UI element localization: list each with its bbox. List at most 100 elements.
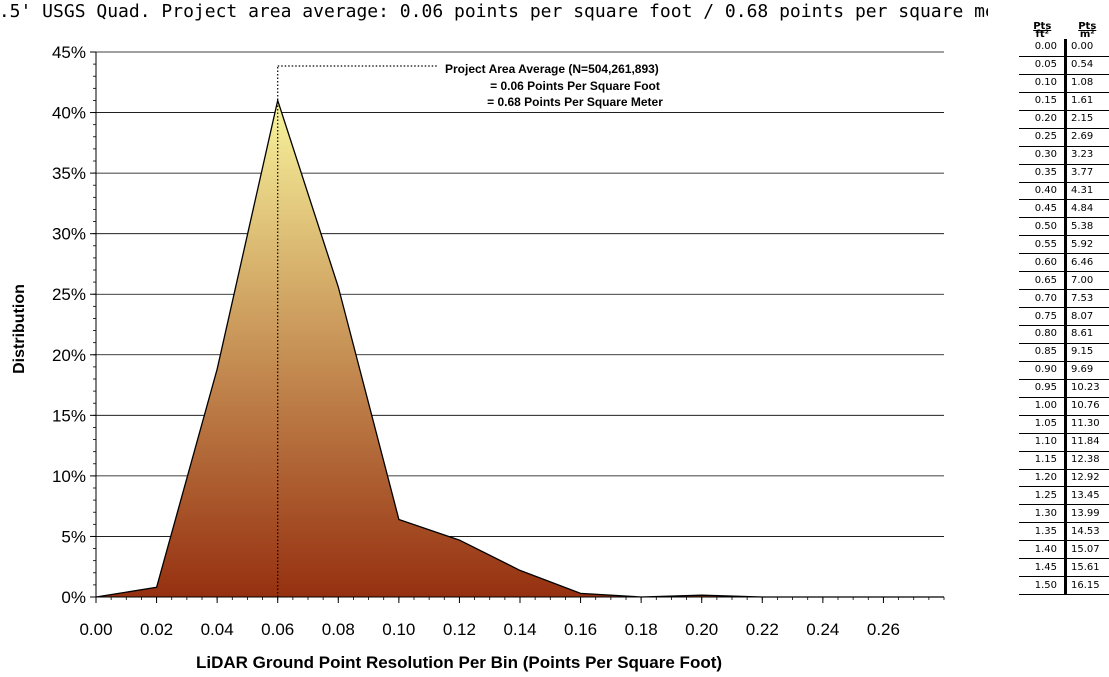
table-row: 0.70 7.53 bbox=[1019, 289, 1109, 309]
pts-per-ft2-cell: 0.40 bbox=[1019, 182, 1066, 201]
table-row: 0.10 1.08 bbox=[1019, 74, 1109, 93]
table-row: 0.25 2.69 bbox=[1019, 128, 1109, 147]
pts-per-ft2-cell: 1.10 bbox=[1019, 433, 1066, 452]
pts-per-m2-cell: 13.45 bbox=[1064, 486, 1109, 506]
pts-per-m2-cell: 9.15 bbox=[1064, 343, 1109, 362]
table-row: 0.00 0.00 bbox=[1019, 39, 1109, 57]
gridlines bbox=[96, 51, 944, 537]
table-row: 0.95 10.23 bbox=[1019, 379, 1109, 398]
pts-per-m2-cell: 4.84 bbox=[1064, 199, 1109, 219]
y-tick-label: 5% bbox=[61, 527, 86, 546]
table-row: 1.10 11.84 bbox=[1019, 433, 1109, 452]
pts-per-ft2-cell: 0.95 bbox=[1019, 379, 1066, 398]
y-tick-label: 25% bbox=[52, 285, 86, 304]
x-tick-label: 0.02 bbox=[140, 620, 173, 639]
table-row: 0.20 2.15 bbox=[1019, 110, 1109, 129]
pts-per-ft2-cell: 1.15 bbox=[1019, 451, 1066, 470]
pts-per-m2-cell: 15.61 bbox=[1064, 558, 1109, 578]
header-ft-line2: ft² bbox=[1035, 29, 1049, 40]
average-annotation: Project Area Average (N=504,261,893) = 0.… bbox=[277, 62, 663, 597]
distribution-chart: 0% 5% 10% 15% 20% 25% 30% 35% 40% 45% 0.00 0.02 0.04… bbox=[11, 43, 945, 672]
pts-per-m2-cell: 2.69 bbox=[1064, 128, 1109, 147]
pts-per-m2-cell: 11.30 bbox=[1064, 415, 1109, 434]
pts-per-m2-cell: 12.92 bbox=[1064, 469, 1109, 488]
x-tick-label: 0.06 bbox=[261, 620, 294, 639]
pts-per-m2-cell: 10.23 bbox=[1064, 379, 1109, 398]
pts-per-ft2-cell: 1.25 bbox=[1019, 486, 1066, 506]
x-tick-label: 0.18 bbox=[625, 620, 658, 639]
table-row: 1.40 15.07 bbox=[1019, 540, 1109, 560]
x-tick-label: 0.08 bbox=[322, 620, 355, 639]
header-ft-line1: Pts bbox=[1033, 21, 1052, 32]
pts-per-ft2-cell: 1.50 bbox=[1019, 576, 1066, 596]
pts-per-ft2-cell: 0.25 bbox=[1019, 128, 1066, 147]
pts-per-ft2-cell: 0.80 bbox=[1019, 325, 1066, 344]
x-tick-label: 0.26 bbox=[867, 620, 900, 639]
x-tick-label: 0.12 bbox=[443, 620, 476, 639]
table-row: 0.65 7.00 bbox=[1019, 271, 1109, 291]
pts-per-ft2-cell: 0.10 bbox=[1019, 74, 1066, 93]
x-axis-label: LiDAR Ground Point Resolution Per Bin (P… bbox=[196, 653, 722, 672]
pts-per-ft2-cell: 0.05 bbox=[1019, 56, 1066, 75]
header-m-line1: Pts bbox=[1078, 21, 1097, 32]
pts-per-ft2-cell: 0.45 bbox=[1019, 199, 1066, 219]
annotation-line: Project Area Average (N=504,261,893) bbox=[445, 62, 659, 76]
y-tick-label: 40% bbox=[52, 104, 86, 123]
table-row: 1.15 12.38 bbox=[1019, 451, 1109, 470]
table-row: 0.05 0.54 bbox=[1019, 56, 1109, 75]
pts-per-ft2-cell: 0.75 bbox=[1019, 307, 1066, 326]
pts-per-ft2-cell: 1.05 bbox=[1019, 415, 1066, 434]
y-tick-label: 35% bbox=[52, 164, 86, 183]
pts-per-m2-cell: 3.77 bbox=[1064, 164, 1109, 183]
table-row: 0.75 8.07 bbox=[1019, 307, 1109, 326]
y-tick-label: 10% bbox=[52, 467, 86, 486]
pts-per-ft2-cell: 0.35 bbox=[1019, 164, 1066, 183]
pts-per-m2-cell: 12.38 bbox=[1064, 451, 1109, 470]
pts-per-m2-cell: 11.84 bbox=[1064, 433, 1109, 452]
pts-per-ft2-cell: 1.45 bbox=[1019, 558, 1066, 578]
pts-per-ft2-cell: 0.85 bbox=[1019, 343, 1066, 362]
pts-per-ft2-cell: 0.30 bbox=[1019, 146, 1066, 165]
pts-per-m2-cell: 0.00 bbox=[1064, 39, 1109, 57]
table-row: 1.05 11.30 bbox=[1019, 415, 1109, 434]
pts-per-m2-cell: 14.53 bbox=[1064, 522, 1109, 542]
x-tick-label: 0.00 bbox=[79, 620, 112, 639]
pts-per-ft2-cell: 0.15 bbox=[1019, 92, 1066, 111]
annotation-line: = 0.68 Points Per Square Meter bbox=[487, 95, 663, 109]
table-row: 1.30 13.99 bbox=[1019, 504, 1109, 524]
header-m-line2: m² bbox=[1079, 29, 1095, 40]
pts-per-ft2-cell: 0.00 bbox=[1019, 39, 1066, 57]
conversion-table: Pts ft² Pts m² 0.00 0.00 0.05 0.54 0.10 1.08 0… bbox=[1019, 21, 1109, 596]
table-row: 1.25 13.45 bbox=[1019, 486, 1109, 506]
table-row: 1.35 14.53 bbox=[1019, 522, 1109, 542]
pts-per-ft2-cell: 0.70 bbox=[1019, 289, 1066, 309]
distribution-area bbox=[96, 100, 944, 598]
y-axis-label: Distribution bbox=[11, 284, 28, 374]
pts-per-m2-cell: 0.54 bbox=[1064, 56, 1109, 75]
table-row: 0.45 4.84 bbox=[1019, 199, 1109, 219]
table-header-ft: Pts ft² bbox=[1019, 21, 1066, 40]
x-tick-label: 0.20 bbox=[685, 620, 718, 639]
table-row: 0.55 5.92 bbox=[1019, 235, 1109, 255]
table-row: 0.30 3.23 bbox=[1019, 146, 1109, 165]
pts-per-m2-cell: 5.92 bbox=[1064, 235, 1109, 255]
pts-per-m2-cell: 13.99 bbox=[1064, 504, 1109, 524]
chart-caption: 7.5' USGS Quad. Project area average: 0.… bbox=[0, 1, 988, 22]
pts-per-m2-cell: 7.00 bbox=[1064, 271, 1109, 291]
table-row: 0.15 1.61 bbox=[1019, 92, 1109, 111]
pts-per-m2-cell: 10.76 bbox=[1064, 397, 1109, 416]
pts-per-m2-cell: 8.61 bbox=[1064, 325, 1109, 344]
table-row: 0.80 8.61 bbox=[1019, 325, 1109, 344]
pts-per-m2-cell: 3.23 bbox=[1064, 146, 1109, 165]
table-row: 1.00 10.76 bbox=[1019, 397, 1109, 416]
pts-per-m2-cell: 16.15 bbox=[1064, 576, 1109, 596]
pts-per-m2-cell: 4.31 bbox=[1064, 182, 1109, 201]
pts-per-m2-cell: 15.07 bbox=[1064, 540, 1109, 560]
y-tick-label: 0% bbox=[61, 588, 86, 607]
x-tick-label: 0.24 bbox=[806, 620, 839, 639]
pts-per-ft2-cell: 1.20 bbox=[1019, 469, 1066, 488]
pts-per-ft2-cell: 0.90 bbox=[1019, 361, 1066, 380]
pts-per-ft2-cell: 0.50 bbox=[1019, 217, 1066, 237]
table-row: 1.50 16.15 bbox=[1019, 576, 1109, 596]
table-row: 0.90 9.69 bbox=[1019, 361, 1109, 380]
